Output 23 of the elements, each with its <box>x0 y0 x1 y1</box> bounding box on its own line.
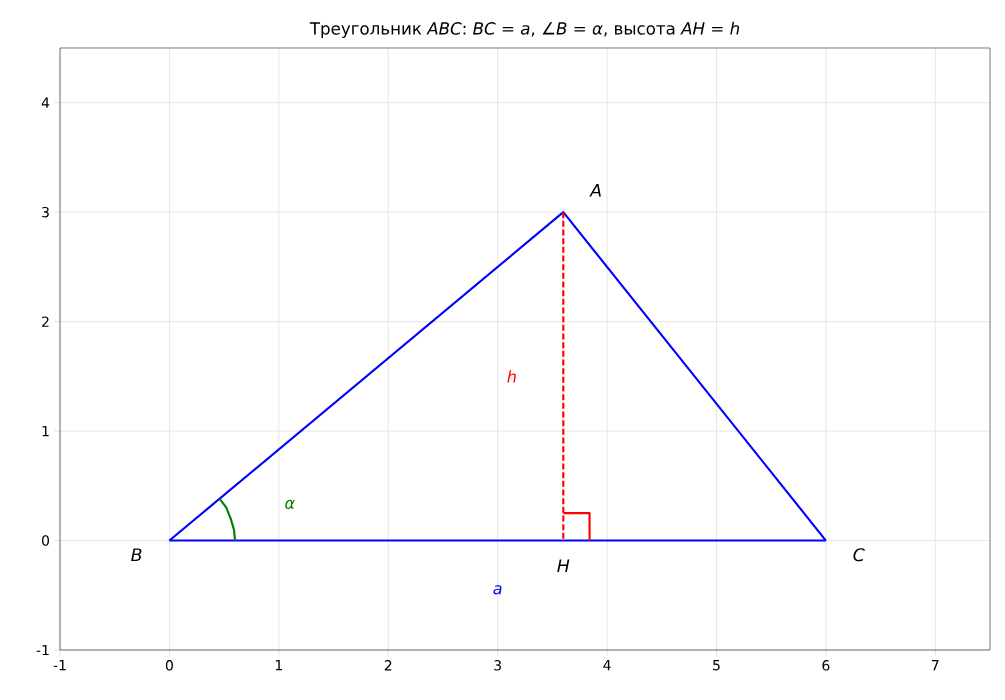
x-tick-label: 5 <box>713 660 720 671</box>
x-tick-label: 3 <box>494 660 501 671</box>
chart-title: Треугольник ABC: BC = a, ∠B = α, высота AH = h <box>309 21 740 38</box>
x-tick-label: 7 <box>932 660 939 671</box>
y-tick-label: 3 <box>42 206 49 218</box>
x-tick-label: 1 <box>275 660 282 671</box>
y-tick-label: 2 <box>42 316 49 327</box>
annotation: C <box>853 548 865 562</box>
text: α <box>285 499 295 509</box>
text: a <box>493 585 502 595</box>
x-tick-label: 4 <box>603 660 611 671</box>
annotation: B <box>131 548 142 562</box>
x-tick-label: 2 <box>384 660 392 671</box>
y-tick-label: -1 <box>36 644 49 656</box>
y-tick-label: 4 <box>41 97 50 108</box>
x-tick-label: 6 <box>822 660 830 671</box>
annotation: A <box>589 183 601 197</box>
text: h <box>507 370 516 383</box>
x-tick-label: -1 <box>53 660 66 671</box>
y-tick-label: 0 <box>41 535 50 546</box>
annotation: H <box>557 559 570 573</box>
x-tick-label: 0 <box>165 660 173 671</box>
y-tick-label: 1 <box>42 425 49 437</box>
